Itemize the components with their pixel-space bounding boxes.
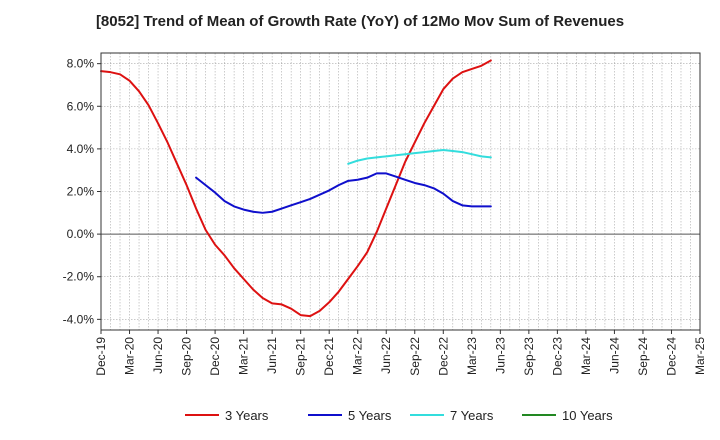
- legend-label: 10 Years: [562, 408, 613, 423]
- legend-label: 5 Years: [348, 408, 392, 423]
- x-tick-label: Mar-25: [693, 337, 707, 375]
- x-tick-label: Dec-19: [94, 337, 108, 376]
- y-tick-label: 4.0%: [67, 142, 95, 156]
- x-tick-label: Sep-20: [180, 337, 194, 376]
- x-tick-label: Dec-20: [208, 337, 222, 376]
- x-tick-label: Mar-22: [351, 337, 365, 375]
- y-tick-label: -4.0%: [63, 312, 95, 326]
- x-tick-label: Dec-22: [436, 337, 450, 376]
- x-tick-label: Jun-24: [607, 337, 621, 374]
- series-line-5-years: [195, 172, 492, 214]
- legend-label: 7 Years: [450, 408, 494, 423]
- series-lines: [100, 59, 492, 318]
- legend: 3 Years 5 Years 7 Years 10 Years: [185, 408, 613, 423]
- chart-title: [8052] Trend of Mean of Growth Rate (YoY…: [95, 13, 625, 30]
- y-tick-label: 8.0%: [67, 57, 95, 71]
- y-tick-label: 0.0%: [67, 227, 95, 241]
- x-tick-label: Sep-21: [294, 337, 308, 376]
- x-tick-label: Sep-23: [522, 337, 536, 376]
- x-tick-label: Dec-21: [322, 337, 336, 376]
- x-tick-label: Dec-23: [550, 337, 564, 376]
- x-tick-label: Mar-24: [579, 337, 593, 375]
- x-tick-label: Mar-21: [237, 337, 251, 375]
- x-tick-label: Sep-22: [408, 337, 422, 376]
- y-tick-label: 2.0%: [67, 185, 95, 199]
- grid: [101, 53, 700, 330]
- legend-label: 3 Years: [225, 408, 269, 423]
- y-axis: 8.0% 6.0% 4.0% 2.0% 0.0% -2.0% -4.0%: [63, 57, 101, 326]
- y-tick-label: -2.0%: [63, 270, 95, 284]
- x-tick-label: Dec-24: [664, 337, 678, 376]
- x-axis: Dec-19 Mar-20 Jun-20 Sep-20 Dec-20 Mar-21 Jun-…: [94, 330, 707, 376]
- plot-area: [101, 53, 700, 330]
- x-tick-label: Jun-21: [265, 337, 279, 374]
- series-line-7-years: [347, 148, 492, 165]
- y-tick-label: 6.0%: [67, 99, 95, 113]
- x-tick-label: Jun-20: [151, 337, 165, 374]
- x-tick-label: Mar-23: [465, 337, 479, 375]
- x-tick-label: Jun-23: [493, 337, 507, 374]
- x-tick-label: Sep-24: [636, 337, 650, 376]
- series-line-3-years: [100, 59, 492, 318]
- x-tick-label: Jun-22: [379, 337, 393, 374]
- x-tick-label: Mar-20: [123, 337, 137, 375]
